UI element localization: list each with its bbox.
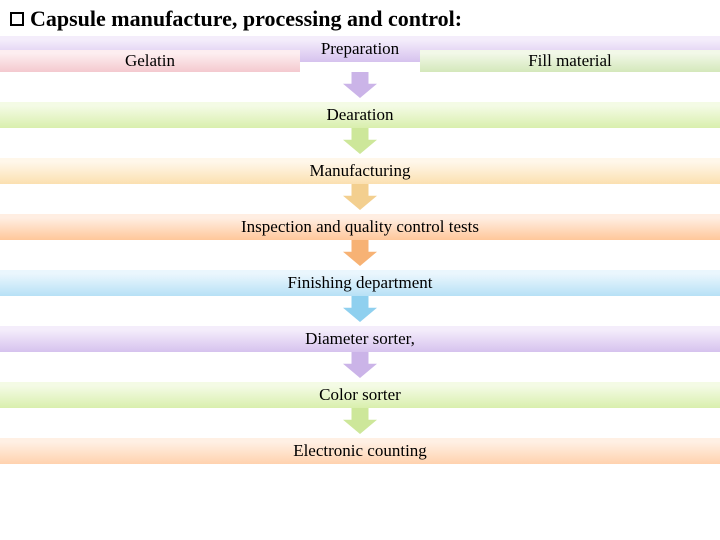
bullet-icon	[10, 12, 24, 26]
down-arrow-icon	[0, 296, 720, 324]
step-label: Manufacturing	[309, 161, 410, 181]
step-bar: Diameter sorter,	[0, 326, 720, 352]
step-wrap: Finishing department	[0, 270, 720, 296]
step-bar: Preparation	[0, 36, 720, 62]
step-wrap: Diameter sorter,	[0, 326, 720, 352]
step-bar: Color sorter	[0, 382, 720, 408]
down-arrow-icon	[0, 408, 720, 436]
step-label: Inspection and quality control tests	[241, 217, 479, 237]
flow-container: PreparationGelatinFill material Dearatio…	[0, 36, 720, 464]
down-arrow-icon	[0, 128, 720, 156]
step-label: Preparation	[321, 39, 399, 59]
page-title: Capsule manufacture, processing and cont…	[30, 6, 462, 32]
step-bar: Dearation	[0, 102, 720, 128]
step-wrap: Manufacturing	[0, 158, 720, 184]
step-label: Diameter sorter,	[305, 329, 415, 349]
step-bar: Manufacturing	[0, 158, 720, 184]
step-bar: Finishing department	[0, 270, 720, 296]
down-arrow-icon	[0, 352, 720, 380]
step-label: Color sorter	[319, 385, 401, 405]
down-arrow-icon	[0, 184, 720, 212]
step-label: Finishing department	[288, 273, 433, 293]
title-row: Capsule manufacture, processing and cont…	[0, 0, 720, 36]
step-wrap: Electronic counting	[0, 438, 720, 464]
step-wrap: Dearation	[0, 102, 720, 128]
step-label: Dearation	[326, 105, 393, 125]
step-label: Electronic counting	[293, 441, 427, 461]
down-arrow-icon	[0, 240, 720, 268]
step-bar: Inspection and quality control tests	[0, 214, 720, 240]
step-wrap: Inspection and quality control tests	[0, 214, 720, 240]
step-wrap: Color sorter	[0, 382, 720, 408]
step-bar: Electronic counting	[0, 438, 720, 464]
down-arrow-icon	[0, 72, 720, 100]
step-wrap: PreparationGelatinFill material	[0, 36, 720, 62]
